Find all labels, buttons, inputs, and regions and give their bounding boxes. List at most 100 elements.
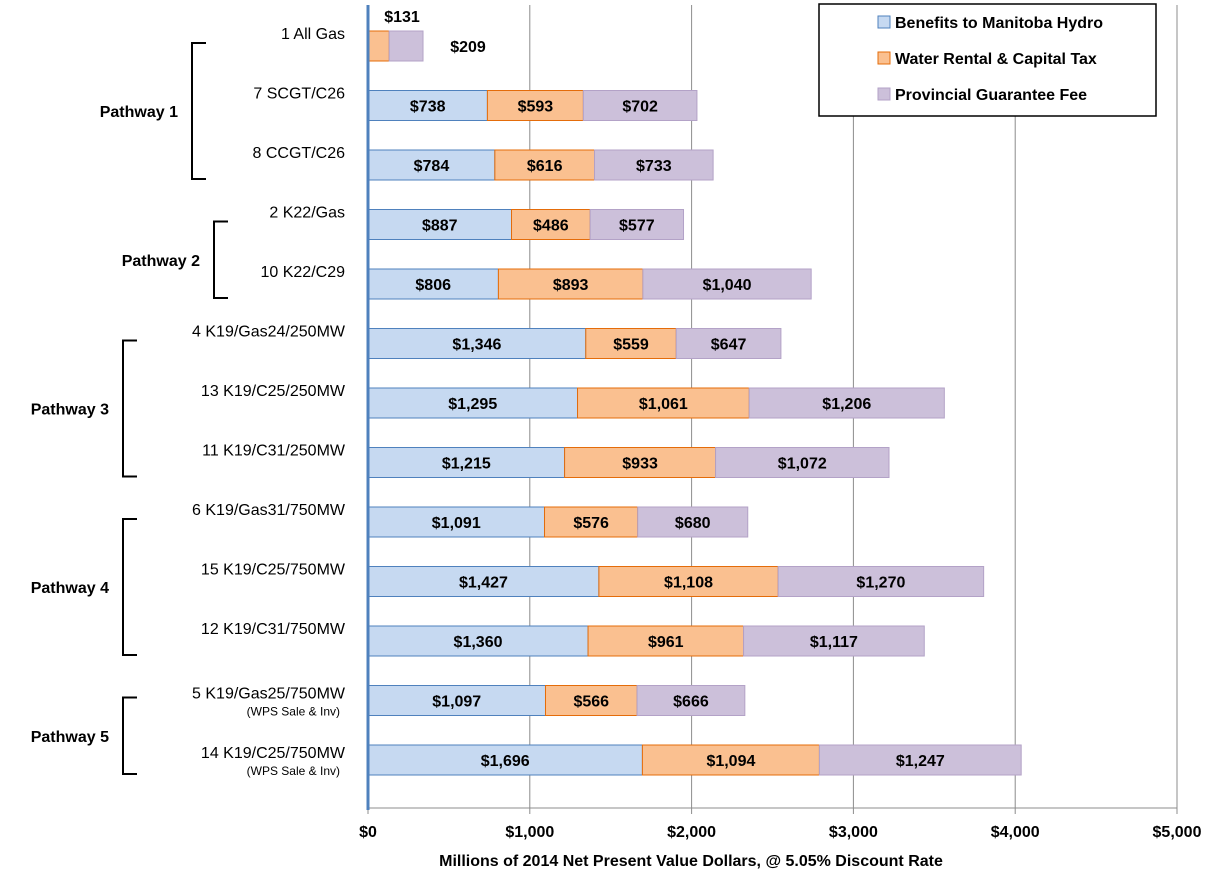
data-label: $1,270 [856, 575, 905, 592]
category-label: 6 K19/Gas31/750MW [192, 502, 346, 519]
legend-label: Water Rental & Capital Tax [895, 51, 1097, 68]
data-label: $1,097 [432, 694, 481, 711]
data-label: $616 [527, 158, 563, 175]
data-label: $680 [675, 515, 711, 532]
data-label: $1,696 [481, 753, 530, 770]
legend-swatch [877, 15, 891, 29]
category-label: 13 K19/C25/250MW [201, 383, 346, 400]
data-label: $131 [384, 9, 420, 26]
x-tick-label: $4,000 [991, 824, 1040, 841]
pathway-bracket [213, 220, 228, 299]
legend-label: Provincial Guarantee Fee [895, 87, 1087, 104]
bar-segment [367, 387, 579, 419]
data-labels: $131 $209 $738 $593 $702 $784 $616 $733 $887 $486… [384, 9, 945, 770]
bar-segment [589, 209, 685, 240]
category-labels: 1 All Gas 7 SCGT/C26 8 CCGT/C26 2 K22/Gas 10… [192, 26, 346, 778]
bar-segment [585, 328, 677, 359]
bar-segment [675, 328, 782, 359]
category-label: 2 K22/Gas [269, 205, 345, 222]
data-label: $576 [573, 515, 609, 532]
data-label: $1,094 [706, 753, 755, 770]
bar-segment [497, 268, 644, 300]
bar-segment [642, 268, 812, 300]
bar-segment [367, 209, 513, 240]
pathway-label: Pathway 2 [122, 253, 200, 270]
data-label: $784 [414, 158, 450, 175]
pathway-label: Pathway 5 [31, 729, 109, 746]
pathway-bracket [191, 42, 206, 180]
bar-segment [367, 30, 390, 62]
bar-segment [594, 149, 714, 181]
data-label: $1,072 [778, 456, 827, 473]
data-label: $887 [422, 218, 458, 235]
data-label: $1,427 [459, 575, 508, 592]
category-label: 5 K19/Gas25/750MW [192, 686, 346, 703]
x-tick-label: $3,000 [829, 824, 878, 841]
axes: $0 $1,000 $2,000 $3,000 $4,000 $5,000 [359, 5, 1202, 841]
bar-segment [388, 30, 424, 62]
data-label: $1,360 [454, 634, 503, 651]
x-tick-label: $1,000 [505, 824, 554, 841]
data-label: $961 [648, 634, 684, 651]
pathway-label: Pathway 1 [100, 104, 178, 121]
category-label: 11 K19/C31/250MW [202, 443, 346, 460]
data-label: $1,091 [432, 515, 481, 532]
x-axis-title: Millions of 2014 Net Present Value Dolla… [439, 853, 943, 870]
bar-segment [743, 625, 925, 657]
data-label: $1,108 [664, 575, 713, 592]
x-tick-label: $0 [359, 824, 377, 841]
data-label: $559 [613, 337, 649, 354]
bars [367, 30, 1022, 776]
data-label: $1,206 [822, 396, 871, 413]
data-label: $738 [410, 99, 446, 116]
bar-segment [582, 90, 698, 121]
data-label: $1,215 [442, 456, 491, 473]
data-label: $1,061 [639, 396, 688, 413]
bar-segment [715, 447, 890, 478]
data-label: $1,040 [703, 277, 752, 294]
data-label: $702 [622, 99, 658, 116]
data-label: $666 [673, 694, 709, 711]
category-sublabel: (WPS Sale & Inv) [247, 764, 340, 778]
x-tick-label: $2,000 [667, 824, 716, 841]
legend: Benefits to Manitoba Hydro Water Rental &… [818, 3, 1157, 117]
legend-label: Benefits to Manitoba Hydro [895, 15, 1103, 32]
data-label: $209 [450, 39, 486, 56]
x-tick-label: $5,000 [1153, 824, 1202, 841]
pathway-label: Pathway 4 [31, 580, 109, 597]
bar-segment [367, 506, 546, 538]
pathway-bracket [122, 339, 137, 478]
data-label: $593 [518, 99, 554, 116]
bar-segment [598, 566, 779, 597]
data-label: $893 [553, 277, 589, 294]
bar-segment [367, 268, 499, 300]
legend-swatch [877, 87, 891, 101]
category-label: 10 K22/C29 [260, 264, 345, 281]
bar-segment [544, 506, 639, 538]
data-label: $1,117 [810, 634, 858, 651]
data-label: $733 [636, 158, 672, 175]
bar-segment [367, 328, 587, 359]
legend-box [818, 3, 1157, 117]
data-label: $1,247 [896, 753, 945, 770]
data-label: $577 [619, 218, 655, 235]
category-label: 7 SCGT/C26 [253, 86, 345, 103]
bar-segment [367, 685, 546, 716]
data-label: $486 [533, 218, 569, 235]
pathway-bracket [122, 696, 137, 775]
legend-swatch [877, 51, 891, 65]
category-label: 4 K19/Gas24/250MW [192, 324, 346, 341]
data-label: $566 [573, 694, 609, 711]
data-label: $647 [711, 337, 747, 354]
pathway-bracket [122, 518, 137, 656]
bar-segment [511, 209, 591, 240]
data-label: $1,295 [448, 396, 497, 413]
bar-segment [494, 149, 596, 181]
category-label: 1 All Gas [281, 26, 345, 43]
data-label: $933 [622, 456, 658, 473]
pathway-label: Pathway 3 [31, 402, 109, 419]
category-sublabel: (WPS Sale & Inv) [247, 705, 340, 719]
bar-segment [577, 387, 750, 419]
data-label: $806 [415, 277, 451, 294]
